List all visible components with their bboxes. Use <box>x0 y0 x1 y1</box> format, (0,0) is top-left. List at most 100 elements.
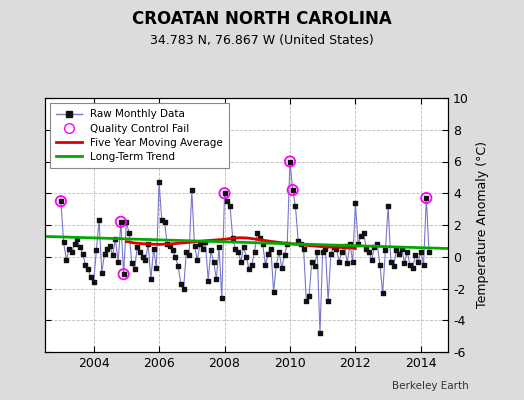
Point <box>308 258 316 265</box>
Point <box>299 246 308 252</box>
Point <box>419 262 428 268</box>
Point <box>384 203 392 209</box>
Point <box>261 262 270 268</box>
Text: Berkeley Earth: Berkeley Earth <box>392 381 469 391</box>
Point <box>278 265 286 271</box>
Point <box>264 250 272 257</box>
Point <box>297 241 305 247</box>
Point <box>422 195 431 201</box>
Point <box>190 242 199 249</box>
Point <box>133 244 141 250</box>
Point <box>114 258 123 265</box>
Point <box>365 249 373 255</box>
Point <box>313 249 321 255</box>
Point <box>81 262 90 268</box>
Point <box>289 187 297 193</box>
Point <box>294 238 302 244</box>
Point <box>280 252 289 258</box>
Point <box>92 247 101 254</box>
Point <box>73 236 81 242</box>
Point <box>204 277 212 284</box>
Point <box>215 244 223 250</box>
Point <box>111 236 119 242</box>
Point <box>210 258 218 265</box>
Point <box>359 230 368 236</box>
Point <box>370 244 379 250</box>
Point <box>242 254 250 260</box>
Point <box>171 254 180 260</box>
Point <box>65 246 73 252</box>
Point <box>376 262 384 268</box>
Point <box>400 260 409 266</box>
Point <box>160 219 169 225</box>
Point <box>97 270 106 276</box>
Point <box>144 241 152 247</box>
Point <box>291 203 300 209</box>
Point <box>316 330 324 336</box>
Point <box>286 158 294 165</box>
Point <box>381 247 390 254</box>
Point <box>193 257 201 263</box>
Point <box>84 266 92 273</box>
Point <box>119 271 128 278</box>
Point <box>174 263 182 270</box>
Point <box>95 217 103 224</box>
Point <box>253 230 261 236</box>
Point <box>326 250 335 257</box>
Point <box>337 249 346 255</box>
Point <box>398 246 406 252</box>
Point <box>387 258 395 265</box>
Point <box>406 262 414 268</box>
Point <box>226 203 234 209</box>
Point <box>108 252 117 258</box>
Legend: Raw Monthly Data, Quality Control Fail, Five Year Moving Average, Long-Term Tren: Raw Monthly Data, Quality Control Fail, … <box>50 103 230 168</box>
Point <box>324 298 332 304</box>
Point <box>220 190 228 196</box>
Point <box>267 246 275 252</box>
Point <box>206 247 215 254</box>
Point <box>155 179 163 185</box>
Point <box>117 219 125 225</box>
Point <box>223 198 232 204</box>
Point <box>149 246 158 252</box>
Point <box>147 276 155 282</box>
Point <box>250 249 259 255</box>
Point <box>340 242 348 249</box>
Point <box>199 246 207 252</box>
Point <box>351 200 359 206</box>
Point <box>117 219 125 225</box>
Point <box>275 249 283 255</box>
Point <box>128 260 136 266</box>
Point <box>348 258 357 265</box>
Point <box>411 252 420 258</box>
Point <box>395 250 403 257</box>
Point <box>305 293 313 300</box>
Point <box>68 249 76 255</box>
Point <box>62 257 71 263</box>
Point <box>234 249 243 255</box>
Point <box>239 244 248 250</box>
Point <box>286 158 294 165</box>
Point <box>163 241 171 247</box>
Point <box>289 187 297 193</box>
Point <box>367 257 376 263</box>
Point <box>76 244 84 250</box>
Point <box>79 250 87 257</box>
Point <box>362 246 370 252</box>
Point <box>332 246 341 252</box>
Point <box>138 254 147 260</box>
Point <box>310 263 319 270</box>
Point <box>90 279 98 285</box>
Point <box>321 246 330 252</box>
Point <box>59 239 68 246</box>
Point <box>373 241 381 247</box>
Point <box>425 249 433 255</box>
Point <box>335 258 343 265</box>
Point <box>220 190 228 196</box>
Point <box>272 262 280 268</box>
Point <box>130 266 139 273</box>
Point <box>346 241 354 247</box>
Point <box>247 262 256 268</box>
Point <box>414 258 422 265</box>
Text: CROATAN NORTH CAROLINA: CROATAN NORTH CAROLINA <box>132 10 392 28</box>
